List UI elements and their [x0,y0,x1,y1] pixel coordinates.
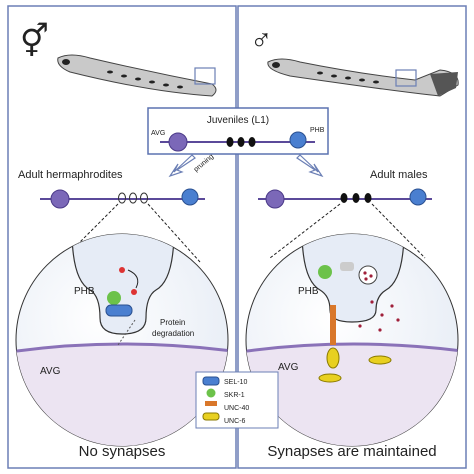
shape [390,304,394,308]
group [118,192,148,204]
shape [352,193,360,203]
shape [358,324,362,328]
shape [326,347,340,369]
shape [118,192,126,204]
shape [318,265,332,279]
shape [107,291,121,305]
shape [364,277,368,281]
legend-label: UNC-6 [224,418,245,425]
shape [168,132,188,152]
shape [62,59,70,65]
group [340,193,372,203]
panel-left [7,5,237,469]
neuron-label: PHB [310,127,325,134]
shape [181,188,199,206]
legend-label: SKR-1 [224,392,245,399]
annotation: degradation [152,329,194,338]
shape [206,388,216,398]
sex-symbol: ♂ [250,24,273,57]
shape [194,67,216,85]
shape [296,154,324,178]
shape [168,154,196,178]
neuron-label: PHB [298,286,319,297]
neuron-label: AVG [151,130,165,137]
legend-label: SEL-10 [224,379,247,386]
shape [129,192,137,204]
shape [369,274,373,278]
shape [373,80,379,84]
shape [248,137,256,147]
shape [396,318,400,322]
shape [205,401,217,406]
shape [127,269,139,289]
shape [331,74,337,78]
shape [57,54,217,97]
shape [380,313,384,317]
shape [317,71,323,75]
shape [368,355,392,365]
panel-right [237,5,467,469]
group [59,203,426,263]
shape [50,189,70,209]
shape [395,69,417,87]
stage-label: Adult hermaphrodites [18,169,123,181]
juvenile-title: Juveniles (L1) [207,115,269,126]
shape [237,137,245,147]
shape [340,193,348,203]
shape [30,234,214,335]
stage-label: Adult males [370,169,428,181]
shape [330,305,336,345]
shape [117,319,136,346]
shape [119,267,125,273]
shape [135,77,141,81]
shape [272,62,280,68]
shape [345,76,351,80]
shape [107,70,113,74]
group [62,59,183,89]
group: SEL-10 SKR-1 UNC-40 UNC-6 [224,379,249,425]
shape [140,192,148,204]
shape [147,203,201,263]
shape [202,412,220,421]
shape [177,85,183,89]
shape [59,203,119,263]
group [358,271,400,332]
shape [131,289,137,295]
shape [340,262,354,271]
legend-label: UNC-40 [224,405,249,412]
shape [105,304,133,317]
shape [370,300,374,304]
shape [358,265,378,285]
group [272,62,379,84]
shape [430,72,458,96]
shape [202,376,220,386]
neuron-label: AVG [278,362,299,373]
shape [163,83,169,87]
shape [121,74,127,78]
shape [364,193,372,203]
neuron-label: PHB [74,286,95,297]
shape [265,189,285,209]
shape [260,234,444,323]
caption: Synapses are maintained [267,443,436,460]
annotation: Protein [160,318,185,327]
group [226,137,256,147]
shape [289,131,307,149]
caption: No synapses [79,443,166,460]
shape [359,78,365,82]
shape [378,328,382,332]
shape [371,203,426,259]
shape [226,137,234,147]
shape [149,80,155,84]
shape [318,373,342,383]
sex-symbol: ⚥ [20,22,49,59]
neuron-label: AVG [40,366,61,377]
shape [409,188,427,206]
shape [363,271,367,275]
